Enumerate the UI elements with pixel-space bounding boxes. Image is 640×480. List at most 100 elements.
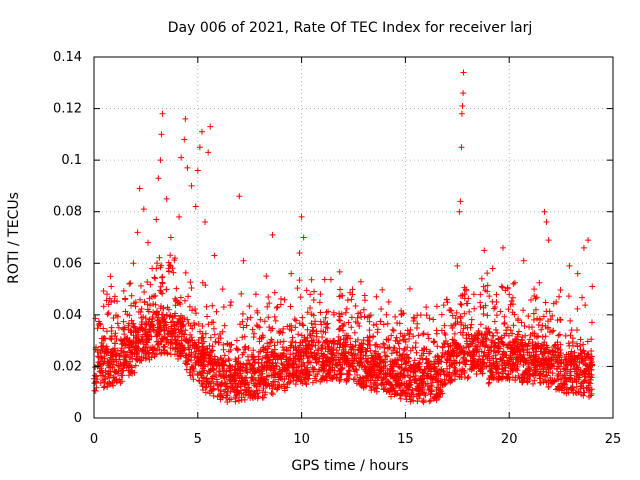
scatter-point-dense: [161, 343, 168, 350]
scatter-point-dense: [120, 348, 127, 355]
scatter-point-dense: [438, 378, 445, 385]
scatter-point-dense: [588, 390, 595, 397]
scatter-point-dense: [446, 363, 453, 370]
scatter-point-dense: [531, 292, 538, 299]
scatter-point-dense: [461, 310, 468, 317]
scatter-point-dense: [406, 384, 413, 391]
scatter-point-dense: [100, 325, 107, 332]
scatter-point-dense: [180, 331, 187, 338]
scatter-point-dense: [277, 295, 284, 302]
scatter-point-dense: [267, 339, 274, 346]
scatter-point-dense: [376, 353, 383, 360]
scatter-point-dense: [494, 344, 501, 351]
scatter-point-dense: [313, 351, 320, 358]
scatter-point-dense: [257, 380, 264, 387]
scatter-point-dense: [512, 349, 519, 356]
scatter-point-dense: [382, 356, 389, 363]
scatter-point-dense: [102, 376, 109, 383]
scatter-point-dense: [535, 321, 542, 328]
scatter-point-dense: [308, 311, 315, 318]
scatter-point-dense: [433, 397, 440, 404]
scatter-point-dense: [154, 260, 161, 267]
y-tick-label: 0.14: [53, 50, 82, 65]
scatter-point-dense: [582, 361, 589, 368]
scatter-point-dense: [223, 392, 230, 399]
scatter-point-dense: [426, 386, 433, 393]
scatter-point-dense: [176, 299, 183, 306]
scatter-point-dense: [150, 293, 157, 300]
scatter-point-dense: [120, 287, 127, 294]
scatter-point-dense: [102, 348, 109, 355]
scatter-point-dense: [491, 318, 498, 325]
scatter-point-dense: [588, 366, 595, 373]
scatter-point-dense: [407, 398, 414, 405]
scatter-point-dense: [231, 366, 238, 373]
scatter-point-dense: [264, 354, 271, 361]
scatter-point-dense: [167, 344, 174, 351]
scatter-point-dense: [233, 345, 240, 352]
scatter-point-dense: [465, 343, 472, 350]
scatter-point-dense: [451, 322, 458, 329]
scatter-point-dense: [493, 363, 500, 370]
scatter-point-dense: [409, 387, 416, 394]
scatter-point-dense: [482, 335, 489, 342]
scatter-point-dense: [359, 374, 366, 381]
scatter-point-dense: [244, 316, 251, 323]
scatter-point-dense: [536, 316, 543, 323]
scatter-point-dense: [426, 398, 433, 405]
scatter-point: [205, 149, 212, 156]
scatter-point-dense: [475, 356, 482, 363]
scatter-point-dense: [419, 398, 426, 405]
scatter-point-dense: [204, 346, 211, 353]
scatter-point-dense: [279, 361, 286, 368]
scatter-point-dense: [265, 294, 272, 301]
scatter-point-dense: [454, 352, 461, 359]
scatter-point-dense: [519, 371, 526, 378]
scatter-point-dense: [156, 319, 163, 326]
scatter-point-dense: [434, 352, 441, 359]
scatter-point-dense: [138, 305, 145, 312]
scatter-point-dense: [309, 379, 316, 386]
scatter-point-dense: [586, 387, 593, 394]
scatter-point-dense: [382, 362, 389, 369]
scatter-point-dense: [357, 309, 364, 316]
scatter-point-dense: [519, 379, 526, 386]
scatter-point-dense: [223, 368, 230, 375]
scatter-point-dense: [480, 352, 487, 359]
scatter-point-dense: [98, 343, 105, 350]
scatter-point-dense: [198, 380, 205, 387]
scatter-point-dense: [223, 395, 230, 402]
scatter-point-dense: [410, 361, 417, 368]
scatter-point-dense: [195, 347, 202, 354]
scatter-point-dense: [184, 316, 191, 323]
scatter-point-dense: [261, 346, 268, 353]
scatter-point-dense: [304, 326, 311, 333]
scatter-point-dense: [207, 334, 214, 341]
scatter-point-dense: [199, 383, 206, 390]
scatter-point-dense: [250, 354, 257, 361]
scatter-point-dense: [435, 356, 442, 363]
scatter-point-dense: [316, 299, 323, 306]
scatter-point-dense: [534, 342, 541, 349]
scatter-point-dense: [263, 382, 270, 389]
scatter-point-dense: [566, 358, 573, 365]
scatter-point-dense: [206, 378, 213, 385]
scatter-point-dense: [269, 391, 276, 398]
scatter-point-dense: [486, 359, 493, 366]
scatter-point-dense: [503, 352, 510, 359]
scatter-point: [134, 229, 141, 236]
scatter-point-dense: [212, 338, 219, 345]
scatter-point-dense: [379, 286, 386, 293]
scatter-point-dense: [330, 338, 337, 345]
scatter-point-dense: [143, 339, 150, 346]
scatter-point-dense: [313, 333, 320, 340]
scatter-point-dense: [511, 311, 518, 318]
scatter-point-dense: [137, 282, 144, 289]
scatter-point-dense: [317, 318, 324, 325]
scatter-point-dense: [503, 373, 510, 380]
scatter-point-dense: [128, 349, 135, 356]
scatter-point-dense: [308, 320, 315, 327]
scatter-point-dense: [449, 312, 456, 319]
scatter-point-dense: [416, 355, 423, 362]
scatter-point-dense: [430, 316, 437, 323]
